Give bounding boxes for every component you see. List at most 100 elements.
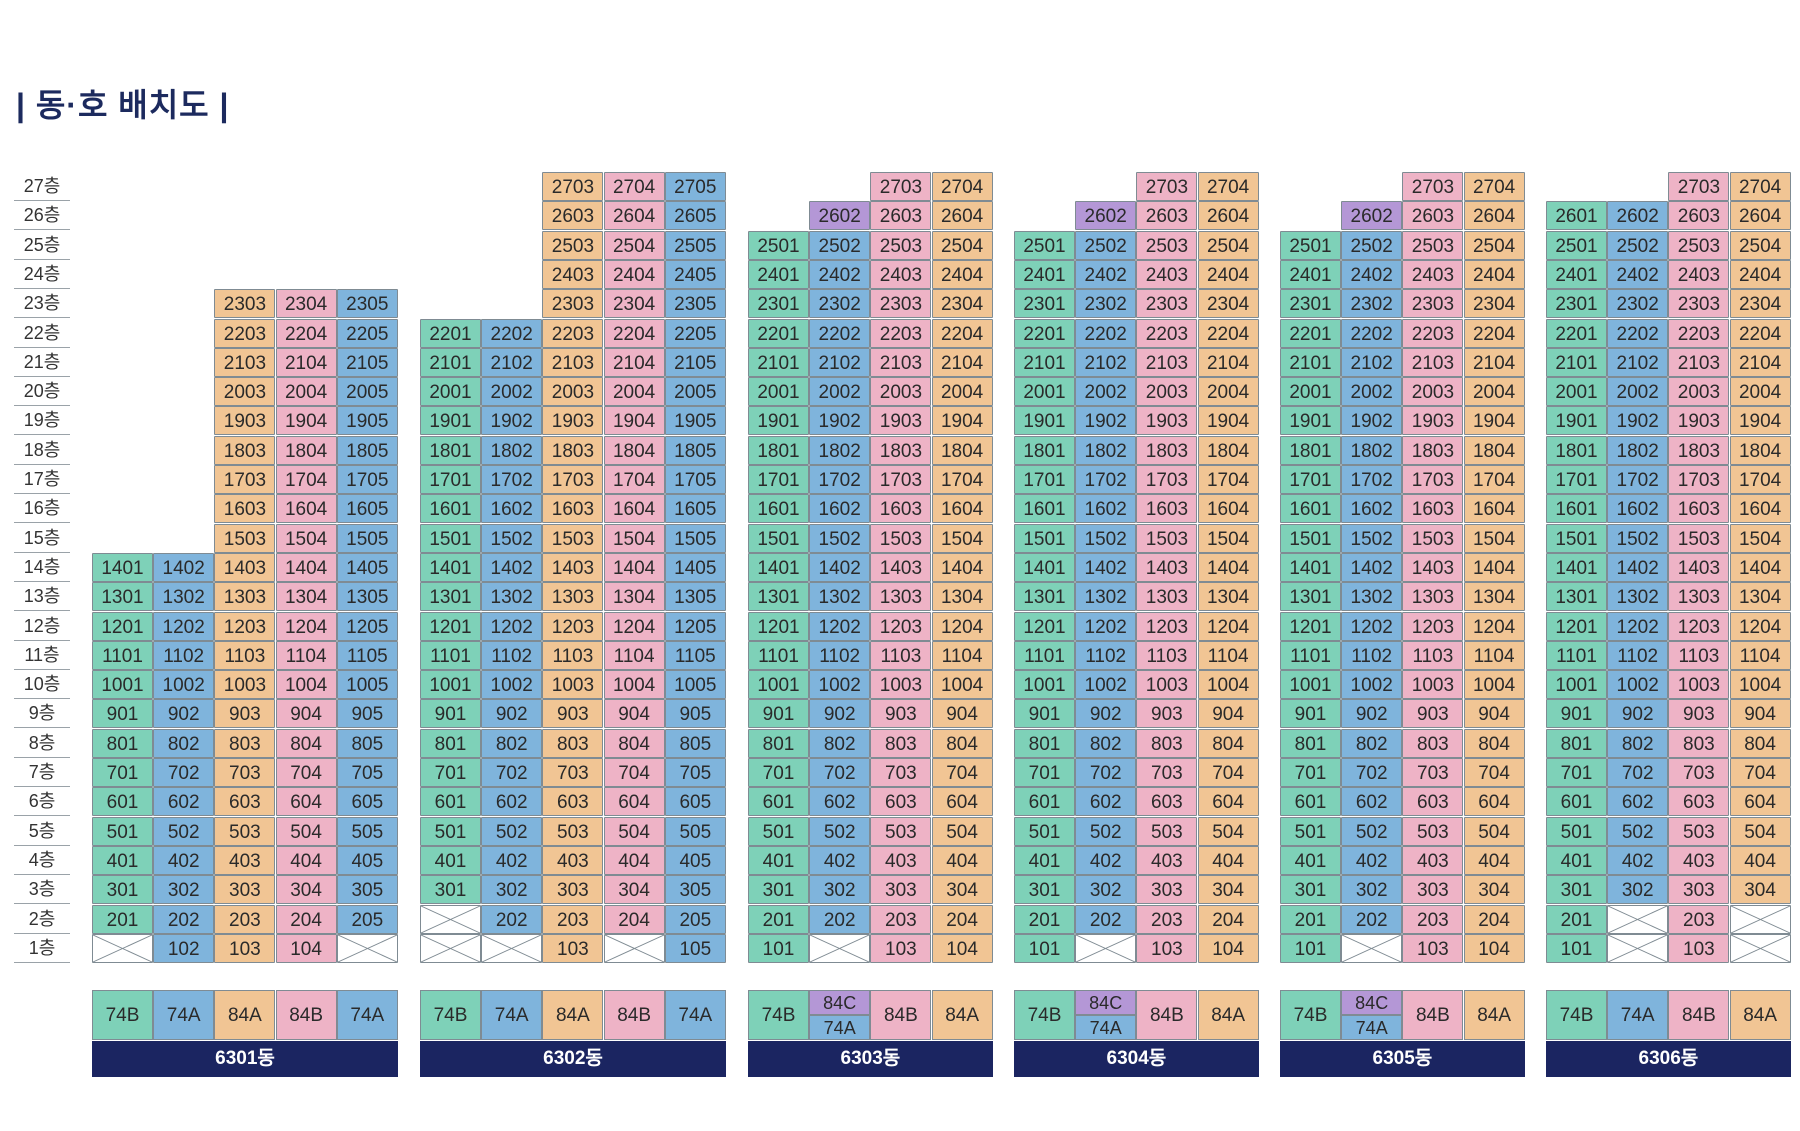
unit-cell[interactable]: 1101 xyxy=(748,641,809,670)
unit-cell[interactable]: 104 xyxy=(276,934,337,963)
unit-cell[interactable]: 1904 xyxy=(276,406,337,435)
unit-cell[interactable]: 2501 xyxy=(1014,231,1075,260)
unit-cell[interactable]: 504 xyxy=(276,817,337,846)
unit-cell[interactable]: 802 xyxy=(1607,729,1668,758)
unit-cell[interactable]: 1505 xyxy=(665,524,726,553)
unit-cell[interactable]: 2703 xyxy=(542,172,603,201)
unit-cell[interactable]: 2401 xyxy=(748,260,809,289)
unit-cell[interactable]: 1702 xyxy=(1607,465,1668,494)
unit-cell[interactable]: 501 xyxy=(1280,817,1341,846)
unit-cell[interactable]: 302 xyxy=(153,875,214,904)
unit-cell[interactable]: 301 xyxy=(748,875,809,904)
unit-cell[interactable]: 601 xyxy=(1280,787,1341,816)
unit-cell[interactable]: 2004 xyxy=(276,377,337,406)
unit-cell[interactable]: 403 xyxy=(542,846,603,875)
unit-cell[interactable]: 503 xyxy=(1402,817,1463,846)
unit-cell[interactable]: 1904 xyxy=(1730,406,1791,435)
unit-cell[interactable]: 505 xyxy=(665,817,726,846)
unit-cell[interactable]: 1301 xyxy=(1280,582,1341,611)
unit-cell[interactable]: 101 xyxy=(748,934,809,963)
unit-cell[interactable]: 1804 xyxy=(1730,436,1791,465)
unit-cell[interactable]: 1704 xyxy=(604,465,665,494)
unit-cell[interactable]: 1104 xyxy=(604,641,665,670)
unit-cell[interactable]: 101 xyxy=(1014,934,1075,963)
unit-cell[interactable]: 1802 xyxy=(1341,436,1402,465)
unit-cell[interactable]: 1803 xyxy=(870,436,931,465)
unit-cell[interactable]: 1601 xyxy=(1546,494,1607,523)
unit-cell[interactable]: 1701 xyxy=(1014,465,1075,494)
unit-cell[interactable]: 803 xyxy=(870,729,931,758)
unit-cell[interactable]: 705 xyxy=(665,758,726,787)
unit-cell[interactable]: 1004 xyxy=(1198,670,1259,699)
unit-cell[interactable]: 2104 xyxy=(604,348,665,377)
unit-cell[interactable]: 2001 xyxy=(748,377,809,406)
unit-cell[interactable]: 2202 xyxy=(1341,319,1402,348)
unit-cell[interactable]: 504 xyxy=(932,817,993,846)
unit-cell[interactable]: 2301 xyxy=(1280,289,1341,318)
unit-cell[interactable]: 1705 xyxy=(665,465,726,494)
unit-cell[interactable]: 1603 xyxy=(870,494,931,523)
unit-cell[interactable]: 2305 xyxy=(337,289,398,318)
unit-cell[interactable]: 604 xyxy=(1198,787,1259,816)
unit-cell[interactable]: 1405 xyxy=(337,553,398,582)
unit-cell[interactable]: 903 xyxy=(214,699,275,728)
unit-cell[interactable]: 1401 xyxy=(92,553,153,582)
unit-cell[interactable]: 1401 xyxy=(420,553,481,582)
unit-cell[interactable]: 502 xyxy=(153,817,214,846)
unit-cell[interactable]: 704 xyxy=(932,758,993,787)
unit-cell[interactable]: 1501 xyxy=(1280,524,1341,553)
unit-cell[interactable]: 604 xyxy=(604,787,665,816)
unit-cell[interactable]: 2405 xyxy=(665,260,726,289)
unit-cell[interactable]: 1105 xyxy=(337,641,398,670)
unit-cell[interactable]: 1201 xyxy=(1546,612,1607,641)
unit-cell[interactable]: 2004 xyxy=(1198,377,1259,406)
unit-cell[interactable]: 904 xyxy=(1464,699,1525,728)
unit-cell[interactable]: 1004 xyxy=(932,670,993,699)
unit-cell[interactable]: 1903 xyxy=(1668,406,1729,435)
unit-cell[interactable]: 802 xyxy=(481,729,542,758)
unit-cell[interactable]: 2303 xyxy=(1402,289,1463,318)
unit-cell[interactable]: 1201 xyxy=(92,612,153,641)
unit-cell[interactable]: 1302 xyxy=(809,582,870,611)
unit-cell[interactable]: 1401 xyxy=(748,553,809,582)
unit-cell[interactable]: 1301 xyxy=(748,582,809,611)
unit-cell[interactable]: 704 xyxy=(604,758,665,787)
unit-cell[interactable]: 403 xyxy=(1402,846,1463,875)
unit-cell[interactable]: 1102 xyxy=(1075,641,1136,670)
unit-cell[interactable]: 401 xyxy=(1280,846,1341,875)
unit-cell[interactable]: 1204 xyxy=(604,612,665,641)
unit-cell[interactable]: 602 xyxy=(481,787,542,816)
unit-cell[interactable]: 1905 xyxy=(337,406,398,435)
unit-cell[interactable]: 105 xyxy=(665,934,726,963)
unit-cell[interactable]: 2604 xyxy=(932,201,993,230)
unit-cell[interactable]: 1903 xyxy=(542,406,603,435)
unit-cell[interactable]: 1602 xyxy=(1607,494,1668,523)
unit-cell[interactable]: 303 xyxy=(1668,875,1729,904)
unit-cell[interactable]: 502 xyxy=(1607,817,1668,846)
unit-cell[interactable]: 1701 xyxy=(1280,465,1341,494)
unit-cell[interactable]: 1203 xyxy=(870,612,931,641)
unit-cell[interactable]: 2604 xyxy=(1730,201,1791,230)
unit-cell[interactable]: 1002 xyxy=(153,670,214,699)
unit-cell[interactable]: 2302 xyxy=(1607,289,1668,318)
unit-cell[interactable]: 1502 xyxy=(1341,524,1402,553)
unit-cell[interactable]: 2401 xyxy=(1280,260,1341,289)
unit-cell[interactable]: 301 xyxy=(420,875,481,904)
unit-cell[interactable]: 1804 xyxy=(276,436,337,465)
unit-cell[interactable]: 2301 xyxy=(1014,289,1075,318)
unit-cell[interactable]: 2404 xyxy=(1198,260,1259,289)
unit-cell[interactable]: 1404 xyxy=(1198,553,1259,582)
unit-cell[interactable]: 203 xyxy=(870,905,931,934)
unit-cell[interactable]: 2303 xyxy=(870,289,931,318)
unit-cell[interactable]: 602 xyxy=(1075,787,1136,816)
unit-cell[interactable]: 702 xyxy=(1341,758,1402,787)
unit-cell[interactable]: 1703 xyxy=(1402,465,1463,494)
unit-cell[interactable]: 2202 xyxy=(481,319,542,348)
unit-cell[interactable]: 802 xyxy=(1341,729,1402,758)
unit-cell[interactable]: 704 xyxy=(1464,758,1525,787)
unit-cell[interactable]: 1901 xyxy=(748,406,809,435)
unit-cell[interactable]: 903 xyxy=(1136,699,1197,728)
unit-cell[interactable]: 904 xyxy=(276,699,337,728)
unit-cell[interactable]: 2105 xyxy=(337,348,398,377)
unit-cell[interactable]: 2204 xyxy=(1464,319,1525,348)
